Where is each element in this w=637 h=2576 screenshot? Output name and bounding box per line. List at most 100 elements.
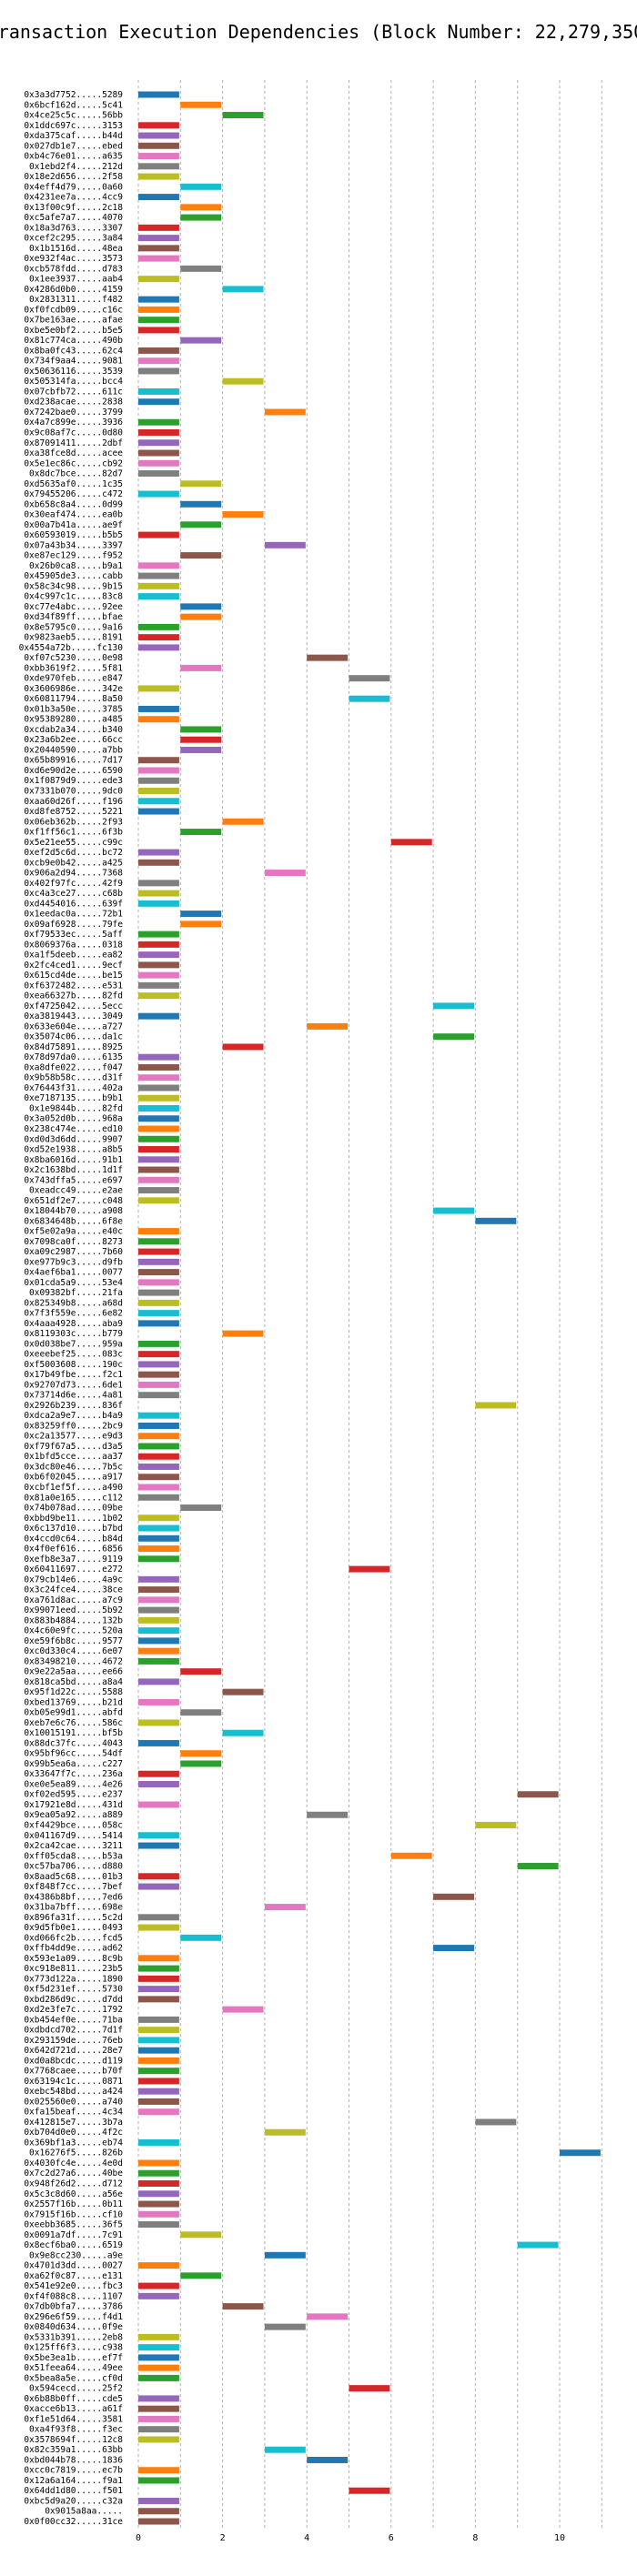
y-tick-label: 0x4030fc4e.....4e0d [24,2158,123,2168]
bar [138,2057,179,2064]
y-tick-label: 0x99071eed.....5b92 [24,1605,123,1615]
bar [180,736,222,743]
bar [138,2108,179,2116]
chart-title: Transaction Execution Dependencies (Bloc… [0,21,637,43]
bar [180,1750,222,1757]
bar [180,1760,222,1767]
y-tick-label: 0xf848f7cc.....7bef [24,1882,123,1892]
y-tick-label: 0x83498210.....4672 [24,1656,123,1666]
y-tick-label: 0x3606986e.....342e [24,684,123,694]
bar [138,951,179,959]
bar [433,1945,475,1952]
bar [138,644,179,651]
bar [138,2078,179,2085]
bar [138,1801,179,1808]
y-tick-label: 0xbed13769.....b21d [24,1697,123,1707]
bar [138,1412,179,1419]
y-tick-label: 0x7f3f559e.....6e82 [24,1309,123,1319]
y-tick-label: 0xa4f93f8.....f3ec [29,2425,123,2435]
y-tick-label: 0xf1e51d64.....3581 [24,2414,123,2424]
bar [138,1361,179,1368]
bar [138,173,179,180]
bar [138,2047,179,2054]
y-tick-label: 0x2c1638bd.....1d1f [24,1165,123,1175]
bar [222,2006,264,2013]
y-tick-label: 0xf4725042.....5ecc [24,1001,123,1011]
bar [138,2190,179,2198]
gridlines [137,80,602,2529]
bar [138,981,179,989]
y-tick-label: 0x0091a7df.....7c91 [24,2230,123,2240]
y-tick-label: 0xa8dfe022.....f047 [24,1062,123,1072]
bar [138,2262,179,2269]
y-tick-label: 0xa1f5deeb.....ea82 [24,951,123,961]
y-tick-label: 0xd238acae.....2838 [24,397,123,408]
bar [222,1330,264,1337]
bar [138,235,179,242]
bar [264,1904,306,1911]
bar [138,808,179,815]
bar [138,1135,179,1142]
bar [180,500,222,508]
y-tick-label: 0xf79533ec.....5aff [24,930,123,940]
y-tick-label: 0x541e92e0.....fbc3 [24,2281,123,2291]
y-tick-label: 0x81c774ca.....490b [24,336,123,346]
y-tick-label: 0xbbd9be11.....1b02 [24,1514,123,1524]
y-tick-label: 0x9823aeb5.....8191 [24,633,123,643]
y-tick-label: 0x60411697.....e272 [24,1565,123,1575]
bar [138,1494,179,1501]
y-tick-label: 0x76443f31.....402a [24,1083,123,1093]
bar [138,941,179,948]
bar [138,1320,179,1327]
bar [138,1299,179,1306]
y-tick-label: 0xde970feb.....e847 [24,674,123,684]
bar [180,480,222,488]
y-tick-label: 0x125ff6f3.....c938 [24,2343,123,2353]
y-tick-label: 0x92707d73.....6de1 [24,1380,123,1390]
bar [222,2303,264,2310]
y-tick-label: 0xc57ba706.....d880 [24,1862,123,1872]
y-tick-label: 0xbb3619f2.....5f81 [24,663,123,673]
bar [138,2364,179,2371]
bar [138,224,179,231]
bar [138,449,179,457]
y-tick-label: 0xa62f0c87.....e131 [24,2271,123,2281]
bar [138,1484,179,1491]
bar [138,2518,179,2525]
bar [138,398,179,406]
bar [138,1166,179,1173]
y-tick-label: 0x025560e0.....a740 [24,2097,123,2107]
bar [138,1340,179,1347]
y-tick-label: 0x26b0ca8.....b9a1 [29,561,123,571]
y-tick-label: 0x818ca5bd.....a8a4 [24,1677,123,1687]
bar [349,2385,390,2392]
bar [138,2138,179,2146]
y-tick-label: 0xbe5e0bf2.....b5e5 [24,326,123,336]
bar [138,2098,179,2105]
bar [222,112,264,119]
y-tick-label: 0x1f0879d9.....ede3 [24,776,123,786]
bar [138,1780,179,1787]
bar [138,1842,179,1849]
y-tick-label: 0x8119303c.....b779 [24,1329,123,1339]
y-tick-label: 0xbc5d9a20.....c32a [24,2496,123,2506]
y-tick-label: 0x2831311.....f482 [29,295,123,305]
y-tick-labels: 0x3a3d7752.....52890x6bcf162d.....5c410x… [19,90,124,2527]
bar [222,511,264,518]
x-tick-label: 6 [389,2533,394,2543]
y-tick-label: 0x2557f16b.....0b11 [24,2199,123,2209]
bar [180,613,222,620]
bar [180,1668,222,1675]
bar [138,2405,179,2412]
bar [138,767,179,774]
bar [138,2159,179,2167]
bar [138,2333,179,2340]
bar [138,1371,179,1378]
y-tick-label: 0xc0d330c4.....6e07 [24,1646,123,1656]
y-tick-label: 0xb454ef0e.....71ba [24,2015,123,2025]
bar [138,2344,179,2351]
bar [433,1893,475,1900]
y-tick-label: 0xf4429bce.....058c [24,1820,123,1830]
x-tick-label: 8 [472,2533,478,2543]
y-tick-label: 0x5c3c8d60.....a56e [24,2189,123,2199]
